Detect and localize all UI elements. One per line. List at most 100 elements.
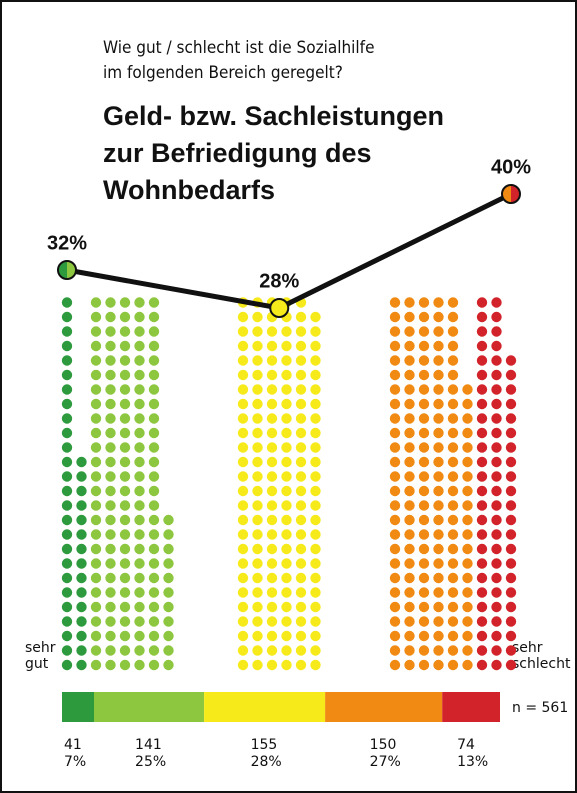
- dot: [90, 572, 102, 584]
- dot: [418, 355, 430, 366]
- dot: [462, 616, 473, 627]
- dot: [505, 442, 517, 453]
- dot: [404, 645, 415, 656]
- dot: [90, 645, 102, 656]
- dot: [266, 572, 278, 584]
- dot: [105, 442, 116, 453]
- dot: [295, 659, 307, 671]
- dot: [310, 340, 321, 352]
- dot: [119, 398, 131, 410]
- dot: [433, 311, 444, 323]
- dot: [90, 659, 102, 671]
- dot: [418, 558, 430, 569]
- dot: [447, 543, 459, 555]
- dot: [105, 572, 116, 584]
- dot: [476, 485, 488, 497]
- dot: [404, 659, 415, 671]
- dot: [237, 616, 249, 627]
- dot: [433, 572, 444, 584]
- dot: [295, 442, 307, 453]
- dot: [90, 326, 102, 337]
- dot: [418, 616, 430, 627]
- dot: [281, 601, 292, 613]
- dot: [119, 601, 131, 613]
- dot: [505, 558, 517, 569]
- dot: [505, 529, 517, 540]
- dot: [310, 398, 321, 410]
- dot: [404, 442, 415, 453]
- dot: [252, 456, 263, 468]
- dot: [310, 384, 321, 395]
- dot: [491, 485, 502, 497]
- dot: [310, 616, 321, 627]
- dot: [105, 413, 116, 424]
- dot: [447, 398, 459, 410]
- dot: [447, 369, 459, 381]
- dot: [61, 500, 73, 511]
- dot: [404, 471, 415, 482]
- dot: [476, 543, 488, 555]
- dot: [505, 456, 517, 468]
- dot: [433, 442, 444, 453]
- dot: [90, 514, 102, 526]
- dot: [491, 427, 502, 439]
- dot: [476, 413, 488, 424]
- dot: [462, 500, 473, 511]
- dot: [404, 572, 415, 584]
- dot: [134, 543, 145, 555]
- dot-block: [237, 297, 321, 671]
- dot: [310, 659, 321, 671]
- dot: [105, 558, 116, 569]
- dot: [90, 529, 102, 540]
- dot-block: [90, 297, 174, 671]
- dot: [433, 413, 444, 424]
- dot: [61, 442, 73, 453]
- dot: [90, 369, 102, 381]
- dot: [105, 630, 116, 642]
- dot: [447, 587, 459, 598]
- dot: [90, 630, 102, 642]
- dot: [237, 558, 249, 569]
- dot: [252, 500, 263, 511]
- dot: [476, 384, 488, 395]
- dot: [281, 340, 292, 352]
- dot: [404, 427, 415, 439]
- dot: [237, 369, 249, 381]
- dot: [76, 587, 87, 598]
- dot: [119, 572, 131, 584]
- dot: [389, 616, 401, 627]
- dot: [105, 369, 116, 381]
- dot-block: [61, 297, 87, 671]
- dot: [281, 529, 292, 540]
- count-label: 150: [370, 737, 397, 753]
- dot: [76, 529, 87, 540]
- dot: [310, 326, 321, 337]
- dot: [418, 413, 430, 424]
- dot: [90, 427, 102, 439]
- dot: [418, 384, 430, 395]
- dot: [418, 456, 430, 468]
- chart-title: Geld- bzw. Sachleistungen: [103, 101, 444, 131]
- dot: [389, 572, 401, 584]
- dot: [476, 601, 488, 613]
- dot: [462, 456, 473, 468]
- dot: [505, 616, 517, 627]
- dot: [462, 485, 473, 497]
- dot: [163, 543, 174, 555]
- percent-label: 25%: [135, 754, 166, 770]
- dot: [119, 413, 131, 424]
- dot: [281, 384, 292, 395]
- dot: [491, 558, 502, 569]
- dot: [281, 616, 292, 627]
- dot: [476, 340, 488, 352]
- dot: [404, 398, 415, 410]
- dot: [447, 645, 459, 656]
- dot: [119, 471, 131, 482]
- dot: [295, 500, 307, 511]
- dot: [252, 587, 263, 598]
- dot: [491, 311, 502, 323]
- dot: [148, 543, 160, 555]
- dot: [148, 297, 160, 308]
- dot: [476, 500, 488, 511]
- dot: [404, 587, 415, 598]
